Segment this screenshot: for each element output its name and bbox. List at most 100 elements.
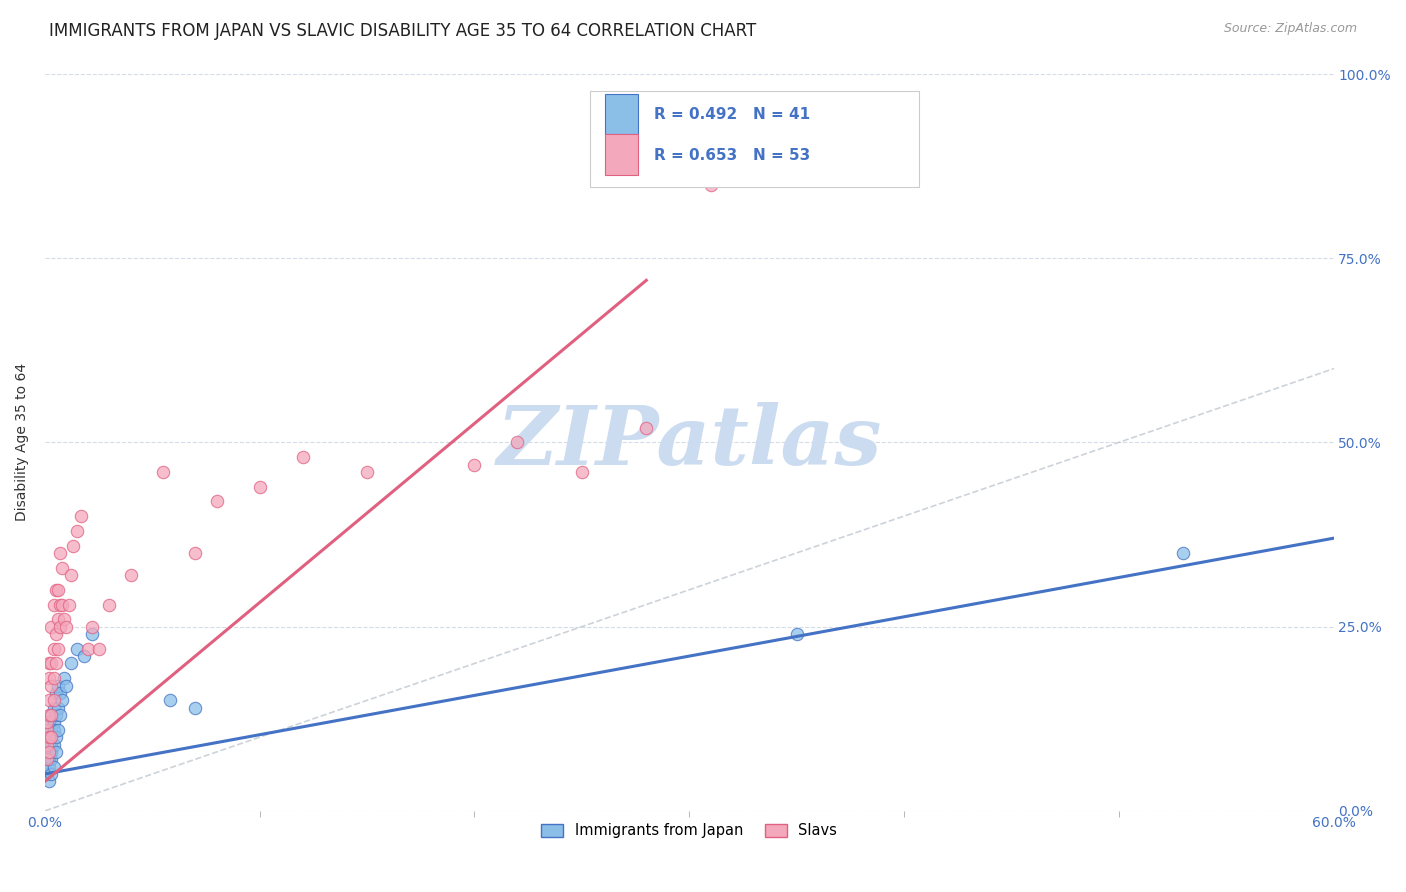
Point xyxy=(38,759,60,773)
Point xyxy=(70,509,93,524)
Point xyxy=(120,568,142,582)
Point xyxy=(45,708,67,723)
Point xyxy=(87,641,110,656)
Point xyxy=(38,730,60,744)
Text: Source: ZipAtlas.com: Source: ZipAtlas.com xyxy=(1223,22,1357,36)
Point xyxy=(41,745,63,759)
Point xyxy=(37,767,59,781)
Point xyxy=(46,641,69,656)
Point xyxy=(356,465,378,479)
Point xyxy=(38,745,60,759)
Point xyxy=(42,598,65,612)
FancyBboxPatch shape xyxy=(606,94,638,135)
Point xyxy=(42,700,65,714)
Legend: Immigrants from Japan, Slavs: Immigrants from Japan, Slavs xyxy=(536,817,844,844)
Point xyxy=(45,730,67,744)
Point xyxy=(463,458,485,472)
Point xyxy=(42,715,65,730)
Point xyxy=(184,546,207,560)
Point xyxy=(41,738,63,752)
Point xyxy=(38,745,60,759)
Point xyxy=(41,620,63,634)
Point xyxy=(53,671,76,685)
Point xyxy=(49,708,72,723)
Point xyxy=(59,568,82,582)
Point xyxy=(42,671,65,685)
Point xyxy=(45,686,67,700)
Point xyxy=(82,627,104,641)
Point xyxy=(45,657,67,671)
Point xyxy=(38,657,60,671)
Point xyxy=(51,560,73,574)
Point xyxy=(46,723,69,737)
Point xyxy=(42,693,65,707)
Point xyxy=(42,738,65,752)
Point xyxy=(205,494,228,508)
Point xyxy=(45,582,67,597)
Point xyxy=(62,539,84,553)
Point xyxy=(42,759,65,773)
FancyBboxPatch shape xyxy=(606,135,638,175)
Point xyxy=(98,598,121,612)
Point xyxy=(46,582,69,597)
Point xyxy=(46,679,69,693)
Point xyxy=(82,620,104,634)
Point xyxy=(58,598,80,612)
Point xyxy=(37,715,59,730)
Point xyxy=(59,657,82,671)
Point xyxy=(46,612,69,626)
Text: IMMIGRANTS FROM JAPAN VS SLAVIC DISABILITY AGE 35 TO 64 CORRELATION CHART: IMMIGRANTS FROM JAPAN VS SLAVIC DISABILI… xyxy=(49,22,756,40)
Point xyxy=(41,679,63,693)
Point xyxy=(699,178,721,192)
Point xyxy=(38,715,60,730)
Point xyxy=(77,641,100,656)
Point xyxy=(37,738,59,752)
Point xyxy=(38,708,60,723)
Point xyxy=(51,693,73,707)
Point xyxy=(38,774,60,789)
Point xyxy=(636,420,658,434)
Point xyxy=(49,546,72,560)
Point xyxy=(38,693,60,707)
Y-axis label: Disability Age 35 to 64: Disability Age 35 to 64 xyxy=(15,363,30,522)
Text: R = 0.492   N = 41: R = 0.492 N = 41 xyxy=(654,107,811,122)
Point xyxy=(66,641,89,656)
Point xyxy=(37,745,59,759)
Point xyxy=(49,598,72,612)
Point xyxy=(41,730,63,744)
Point xyxy=(571,465,593,479)
Point xyxy=(786,627,808,641)
Point xyxy=(41,708,63,723)
Point xyxy=(184,700,207,714)
Point xyxy=(72,649,94,664)
Point xyxy=(37,752,59,766)
Point xyxy=(37,723,59,737)
Point xyxy=(41,657,63,671)
Point xyxy=(55,679,77,693)
Point xyxy=(55,620,77,634)
Point xyxy=(37,759,59,773)
Point xyxy=(152,465,174,479)
Point xyxy=(66,524,89,538)
Point xyxy=(38,671,60,685)
Point xyxy=(42,723,65,737)
Point xyxy=(42,641,65,656)
Point xyxy=(51,598,73,612)
Point xyxy=(45,627,67,641)
Point xyxy=(37,752,59,766)
Point xyxy=(249,480,271,494)
FancyBboxPatch shape xyxy=(591,91,918,186)
Point xyxy=(291,450,314,465)
Point xyxy=(41,752,63,766)
Point xyxy=(49,620,72,634)
Point xyxy=(49,686,72,700)
Text: ZIPatlas: ZIPatlas xyxy=(496,402,882,483)
Point xyxy=(159,693,181,707)
Point xyxy=(46,700,69,714)
Point xyxy=(506,435,529,450)
Point xyxy=(38,730,60,744)
Point xyxy=(1173,546,1195,560)
Point xyxy=(45,745,67,759)
Point xyxy=(53,612,76,626)
Point xyxy=(41,723,63,737)
